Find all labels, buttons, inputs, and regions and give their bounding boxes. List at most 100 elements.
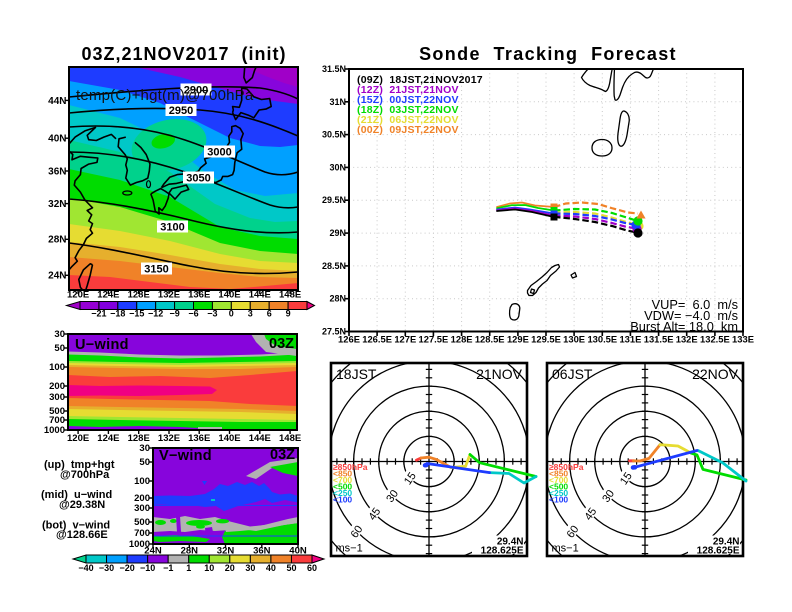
svg-text:140E: 140E — [218, 290, 240, 301]
svg-text:−12: −12 — [148, 309, 163, 319]
svg-text:V−wind: V−wind — [159, 448, 212, 464]
svg-text:<850: <850 — [333, 469, 352, 479]
svg-text:<700: <700 — [549, 475, 568, 485]
svg-text:128.625E: 128.625E — [481, 546, 524, 557]
svg-text:−20: −20 — [119, 563, 134, 573]
svg-text:03Z,21NOV2017 (init): 03Z,21NOV2017 (init) — [81, 44, 286, 64]
svg-text:24N: 24N — [144, 546, 162, 557]
svg-text:−6: −6 — [188, 309, 198, 319]
svg-text:21NOV: 21NOV — [476, 366, 523, 382]
svg-text:500: 500 — [49, 406, 65, 417]
svg-text:<700: <700 — [333, 475, 352, 485]
svg-text:148E: 148E — [279, 433, 301, 444]
svg-text:127.5E: 127.5E — [419, 334, 449, 345]
svg-text:15: 15 — [618, 470, 635, 487]
svg-text:60: 60 — [307, 563, 317, 573]
svg-text:120E: 120E — [67, 290, 89, 301]
svg-text:Sonde Tracking Forecast: Sonde Tracking Forecast — [419, 44, 677, 64]
svg-text:144E: 144E — [249, 290, 271, 301]
svg-text:<250: <250 — [333, 488, 352, 498]
svg-text:≥850hPa: ≥850hPa — [333, 462, 368, 472]
svg-text:1: 1 — [186, 563, 191, 573]
svg-text:ms−1: ms−1 — [552, 543, 579, 555]
svg-text:136E: 136E — [188, 290, 210, 301]
svg-text:127E: 127E — [394, 334, 416, 345]
svg-text:140E: 140E — [218, 433, 240, 444]
svg-text:132E: 132E — [676, 334, 698, 345]
svg-text:(21Z) 06JST,22NOV: (21Z) 06JST,22NOV — [357, 114, 459, 126]
svg-text:temp(C)+hgt(m)@700hPa: temp(C)+hgt(m)@700hPa — [76, 87, 254, 104]
svg-text:(18Z) 03JST,22NOV: (18Z) 03JST,22NOV — [357, 104, 459, 116]
svg-text:29N: 29N — [329, 228, 346, 238]
svg-text:2900: 2900 — [184, 85, 208, 97]
svg-text:500: 500 — [134, 517, 150, 528]
svg-text:03Z: 03Z — [269, 336, 294, 352]
svg-text:@128.66E: @128.66E — [56, 529, 108, 541]
svg-text:129.5E: 129.5E — [531, 334, 561, 345]
svg-text:VDW= −4.0 m/s: VDW= −4.0 m/s — [644, 308, 738, 323]
svg-text:−40: −40 — [78, 563, 93, 573]
svg-text:120E: 120E — [67, 433, 89, 444]
svg-text:<500: <500 — [549, 482, 568, 492]
svg-text:30: 30 — [245, 563, 255, 573]
svg-text:ms−1: ms−1 — [336, 543, 363, 555]
svg-text:144E: 144E — [249, 433, 271, 444]
svg-text:(bot) v−wind: (bot) v−wind — [42, 520, 110, 532]
svg-text:3000: 3000 — [207, 147, 231, 159]
svg-text:132E: 132E — [158, 290, 180, 301]
svg-text:124E: 124E — [97, 290, 119, 301]
svg-text:126.5E: 126.5E — [362, 334, 392, 345]
svg-text:40: 40 — [266, 563, 276, 573]
svg-text:30: 30 — [600, 488, 617, 505]
svg-text:Burst Alt= 18.0 km: Burst Alt= 18.0 km — [630, 319, 738, 334]
svg-text:3150: 3150 — [144, 264, 168, 276]
svg-text:28.5N: 28.5N — [322, 261, 346, 271]
svg-text:(up) tmp+hgt: (up) tmp+hgt — [44, 459, 115, 471]
svg-text:60: 60 — [349, 524, 366, 541]
svg-text:45: 45 — [366, 506, 383, 523]
svg-text:06JST: 06JST — [552, 366, 593, 382]
svg-text:126E: 126E — [338, 334, 360, 345]
svg-text:130E: 130E — [563, 334, 585, 345]
svg-text:128.625E: 128.625E — [697, 546, 740, 557]
svg-text:36N: 36N — [253, 546, 271, 557]
svg-text:VUP= 6.0 m/s: VUP= 6.0 m/s — [652, 297, 738, 312]
svg-text:24N: 24N — [48, 271, 66, 282]
svg-text:128E: 128E — [128, 433, 150, 444]
svg-text:128.5E: 128.5E — [475, 334, 505, 345]
svg-text:36N: 36N — [48, 166, 66, 177]
svg-text:3: 3 — [248, 309, 253, 319]
svg-text:40N: 40N — [48, 134, 66, 145]
svg-text:29.5N: 29.5N — [322, 195, 346, 205]
svg-text:31.5N: 31.5N — [322, 64, 346, 74]
svg-text:128E: 128E — [451, 334, 473, 345]
svg-text:<850: <850 — [549, 469, 568, 479]
svg-text:−1: −1 — [163, 563, 173, 573]
svg-text:3100: 3100 — [160, 222, 184, 234]
svg-text:−3: −3 — [207, 309, 217, 319]
svg-text:−15: −15 — [129, 309, 144, 319]
svg-text:20: 20 — [225, 563, 235, 573]
svg-text:200: 200 — [49, 381, 65, 392]
svg-text:0: 0 — [229, 309, 234, 319]
svg-text:129E: 129E — [507, 334, 529, 345]
svg-text:(00Z) 09JST,22NOV: (00Z) 09JST,22NOV — [357, 124, 459, 136]
svg-text:(09Z) 18JST,21NOV2017: (09Z) 18JST,21NOV2017 — [357, 74, 483, 86]
svg-text:40N: 40N — [289, 546, 307, 557]
svg-text:22NOV: 22NOV — [692, 366, 739, 382]
svg-text:<500: <500 — [333, 482, 352, 492]
svg-text:−10: −10 — [140, 563, 155, 573]
svg-text:10: 10 — [204, 563, 214, 573]
svg-text:18JST: 18JST — [336, 366, 377, 382]
svg-text:130.5E: 130.5E — [587, 334, 617, 345]
svg-text:32N: 32N — [217, 546, 235, 557]
svg-text:(mid) u−wind: (mid) u−wind — [41, 489, 112, 501]
svg-text:50: 50 — [286, 563, 296, 573]
svg-text:28N: 28N — [329, 294, 346, 304]
svg-text:50: 50 — [54, 343, 65, 354]
svg-text:31N: 31N — [329, 97, 346, 107]
svg-text:100: 100 — [49, 362, 65, 373]
svg-text:100: 100 — [134, 476, 150, 487]
svg-text:@700hPa: @700hPa — [60, 469, 110, 481]
svg-text:−18: −18 — [110, 309, 125, 319]
